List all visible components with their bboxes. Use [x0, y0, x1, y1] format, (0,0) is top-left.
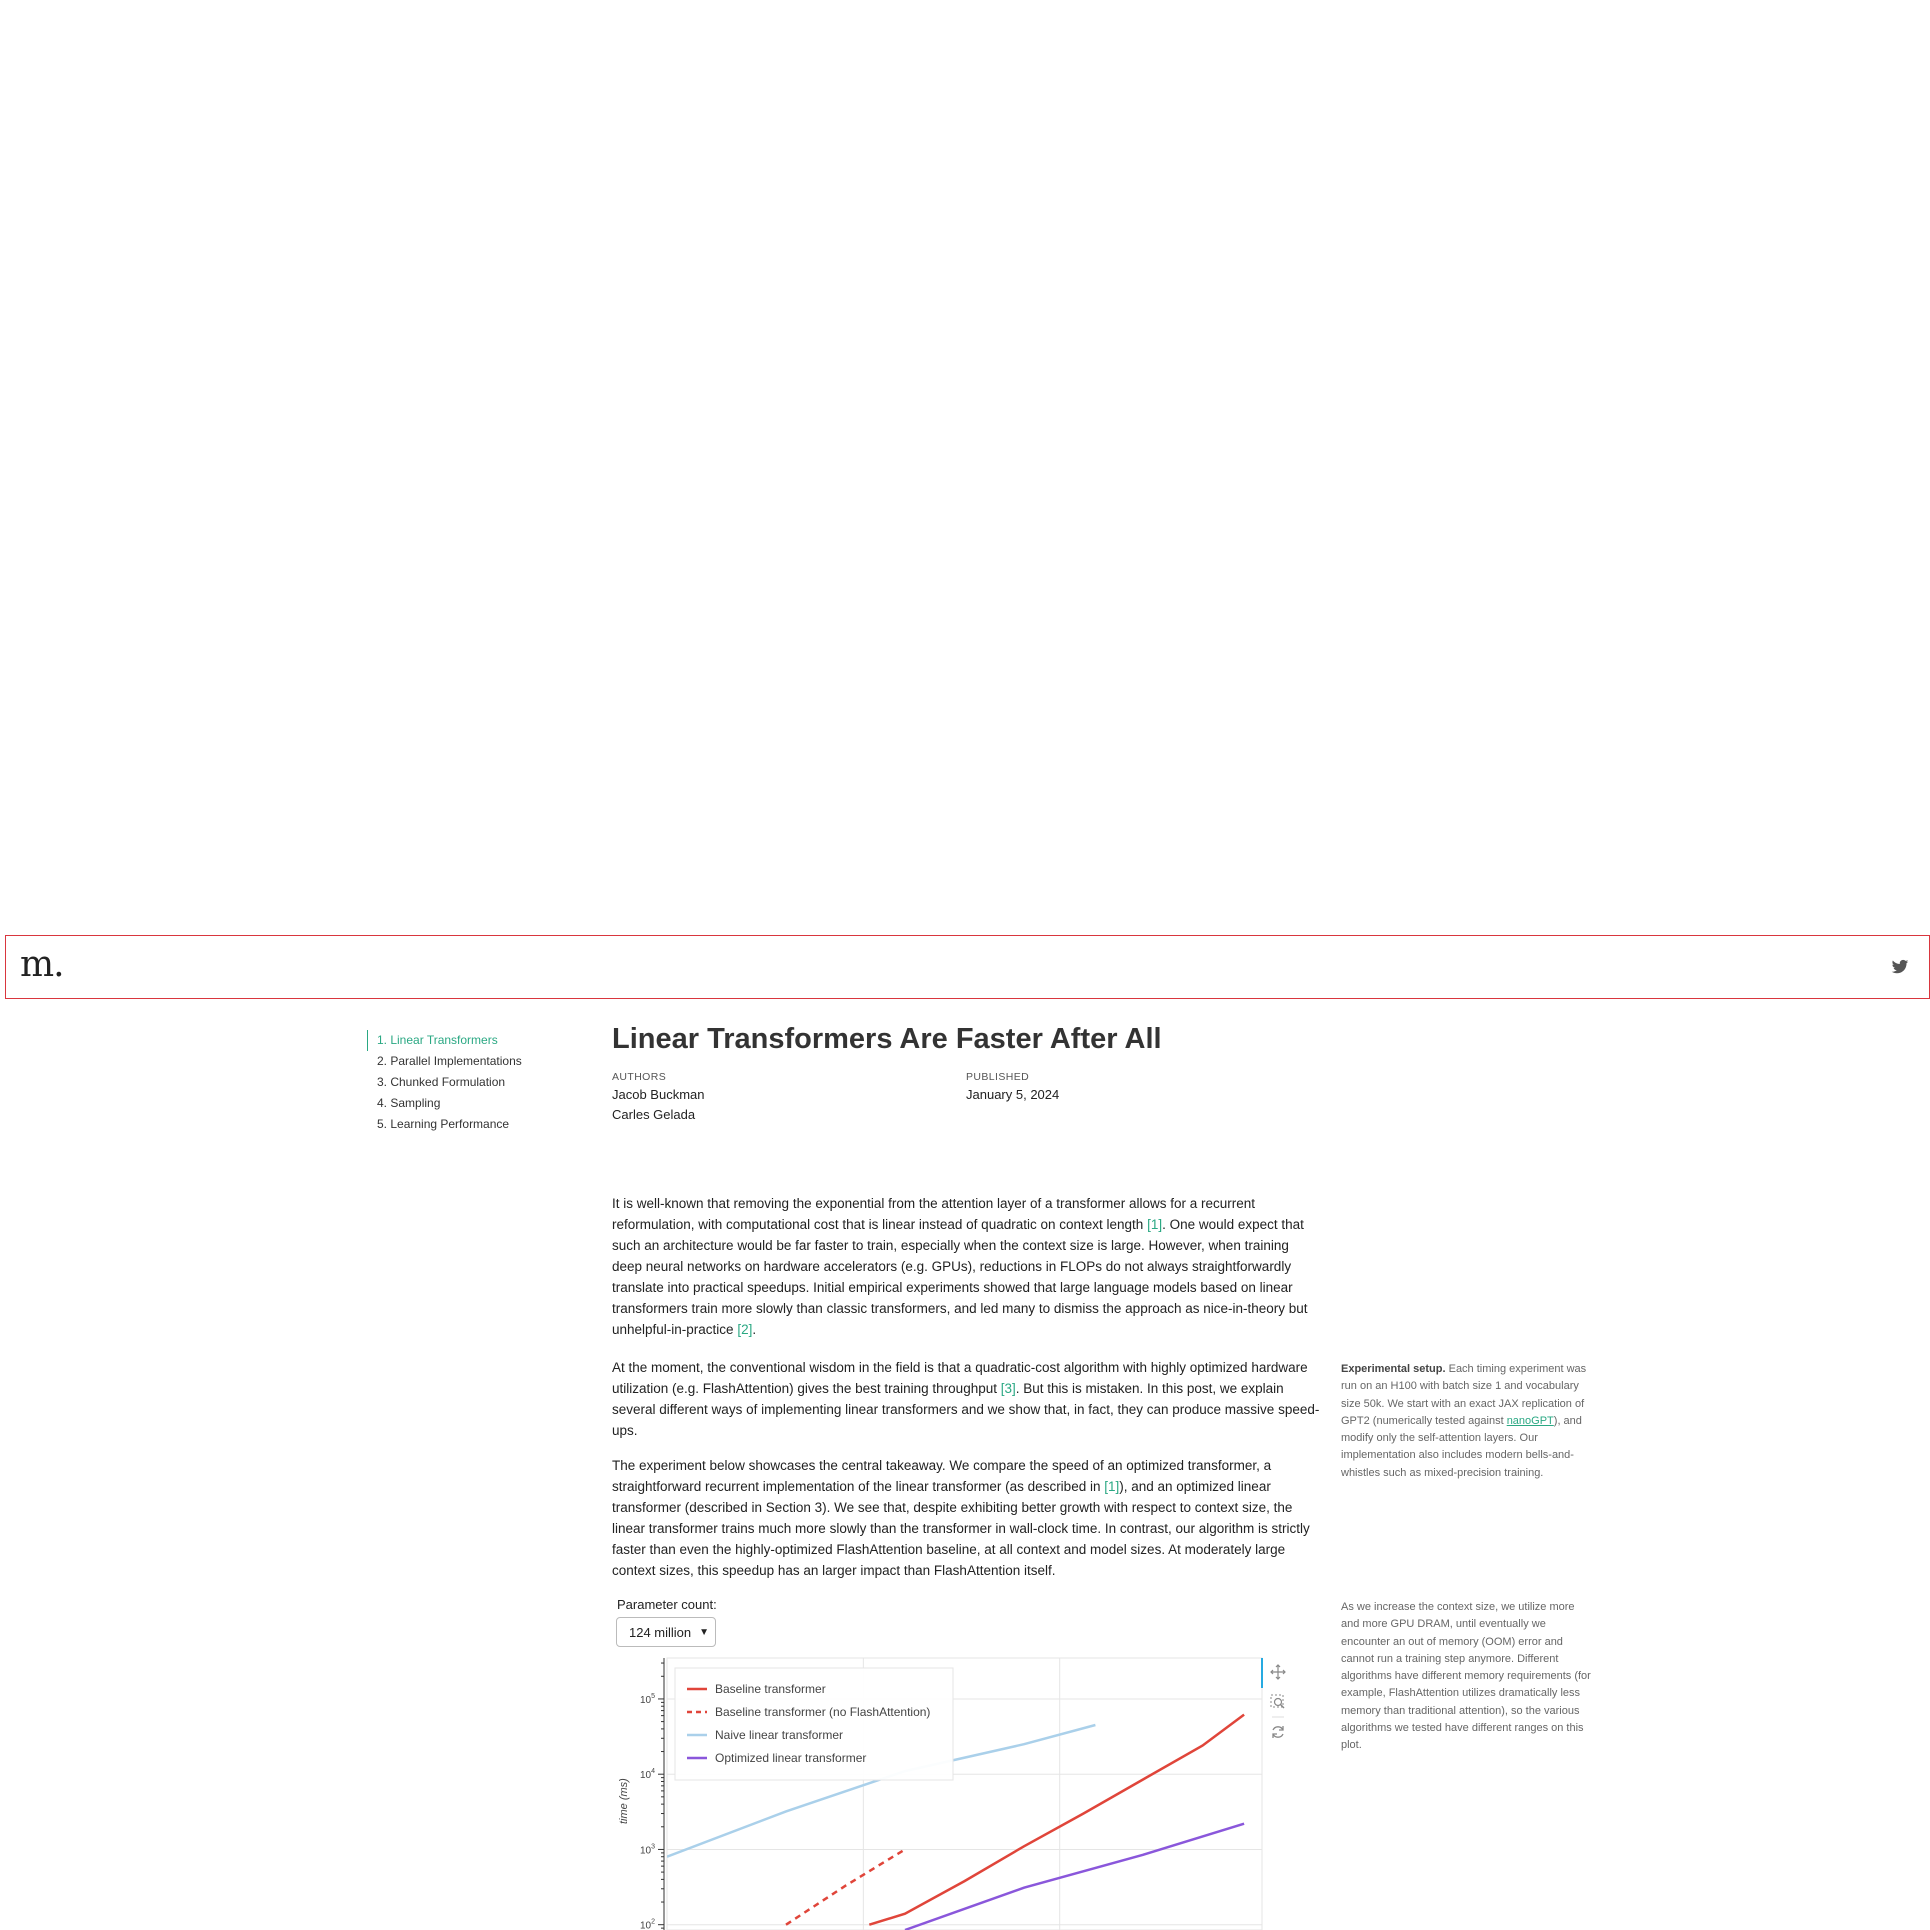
chart-legend: Baseline transformer Baseline transformer…: [674, 1667, 954, 1781]
magnifier-handle: [1280, 1704, 1285, 1709]
paragraph-experiment: The experiment below showcases the centr…: [612, 1455, 1322, 1581]
site-logo[interactable]: m.: [20, 944, 65, 985]
text-span: ), and an optimized linear transformer (…: [612, 1479, 1310, 1578]
sidenote-heading: Experimental setup.: [1341, 1363, 1446, 1375]
parameter-count-label: Parameter count:: [617, 1597, 717, 1612]
citation-link[interactable]: [1]: [1147, 1217, 1163, 1232]
timing-chart: 102 103 104 105 time (ms) Baseline transform…: [618, 1657, 1286, 1930]
legend-item-label[interactable]: Optimized linear transformer: [715, 1751, 866, 1765]
table-of-contents: 1. Linear Transformers 2. Parallel Imple…: [367, 1030, 522, 1135]
y-tick-label: 104: [640, 1768, 655, 1781]
sidenote-memory: As we increase the context size, we util…: [1341, 1601, 1591, 1752]
text-span: It is well-known that removing the expon…: [612, 1196, 1256, 1232]
author-name: Carles Gelada: [612, 1107, 696, 1122]
magnifier-lens: [1273, 1697, 1283, 1707]
y-axis-label: time (ms): [618, 1778, 630, 1824]
series-line-1: [785, 1848, 906, 1926]
box-zoom-icon[interactable]: [1270, 1694, 1285, 1709]
text-span: At the moment, the conventional wisdom i…: [612, 1360, 1308, 1396]
toc-item-sampling[interactable]: 4. Sampling: [377, 1096, 441, 1110]
legend-box: [674, 1667, 954, 1781]
citation-link[interactable]: [2]: [737, 1322, 753, 1337]
reset-arrows: [1272, 1726, 1284, 1738]
legend-item-label[interactable]: Naive linear transformer: [715, 1728, 843, 1742]
plot-frame: [666, 1657, 1263, 1930]
citation-link[interactable]: [3]: [1000, 1381, 1016, 1396]
series-line-3: [904, 1822, 1245, 1930]
paragraph-conventional-wisdom: At the moment, the conventional wisdom i…: [612, 1357, 1322, 1441]
reset-arc: [1272, 1726, 1284, 1738]
page-title: Linear Transformers Are Faster After All: [612, 1023, 1162, 1055]
toc-item-learning-performance[interactable]: 5. Learning Performance: [377, 1117, 510, 1131]
published-label: PUBLISHED: [966, 1071, 1030, 1083]
citation-link[interactable]: [1]: [1104, 1479, 1120, 1494]
chevron-down-icon: ▼: [699, 1626, 710, 1638]
author-name: Jacob Buckman: [612, 1087, 705, 1102]
chart-toolbar: [1261, 1658, 1286, 1738]
toc-item-chunked-formulation[interactable]: 3. Chunked Formulation: [377, 1075, 506, 1089]
toc-item-parallel-implementations[interactable]: 2. Parallel Implementations: [377, 1054, 522, 1068]
legend-item-label[interactable]: Baseline transformer (no FlashAttention): [715, 1705, 930, 1719]
toc-item-linear-transformers[interactable]: 1. Linear Transformers: [367, 1030, 522, 1051]
text-span: The experiment below showcases the centr…: [612, 1458, 1272, 1494]
authors-label: AUTHORS: [612, 1071, 667, 1083]
site-header: m.: [5, 935, 1930, 999]
text-span: ), and modify only the self-attention la…: [1341, 1414, 1582, 1479]
y-tick-label: 105: [640, 1693, 655, 1706]
parameter-count-select[interactable]: 124 million ▼: [616, 1617, 716, 1647]
text-span: Each timing experiment was run on an H10…: [1341, 1363, 1587, 1427]
series-line-0: [868, 1713, 1245, 1926]
y-tick-label: 102: [640, 1919, 655, 1930]
text-span: .: [752, 1322, 757, 1337]
reset-icon[interactable]: [1272, 1726, 1284, 1738]
pan-icon-shape: [1270, 1664, 1286, 1680]
box-zoom-frame: [1270, 1694, 1284, 1708]
nanogpt-link[interactable]: nanoGPT: [1506, 1414, 1554, 1427]
twitter-icon[interactable]: [1891, 958, 1909, 976]
y-tick-label: 103: [640, 1843, 655, 1856]
text-span: . But this is mistaken. In this post, we…: [612, 1381, 1320, 1438]
text-span: . One would expect that such an architec…: [612, 1217, 1308, 1337]
sidenote-experimental-setup: Experimental setup. Each timing experime…: [1341, 1361, 1594, 1482]
select-value: 124 million: [629, 1624, 692, 1640]
published-date: January 5, 2024: [966, 1087, 1060, 1102]
paragraph-intro: It is well-known that removing the expon…: [612, 1193, 1322, 1340]
legend-item-label[interactable]: Baseline transformer: [715, 1682, 826, 1696]
y-axis: 102 103 104 105 time (ms): [618, 1658, 665, 1930]
pan-icon[interactable]: [1270, 1664, 1286, 1680]
